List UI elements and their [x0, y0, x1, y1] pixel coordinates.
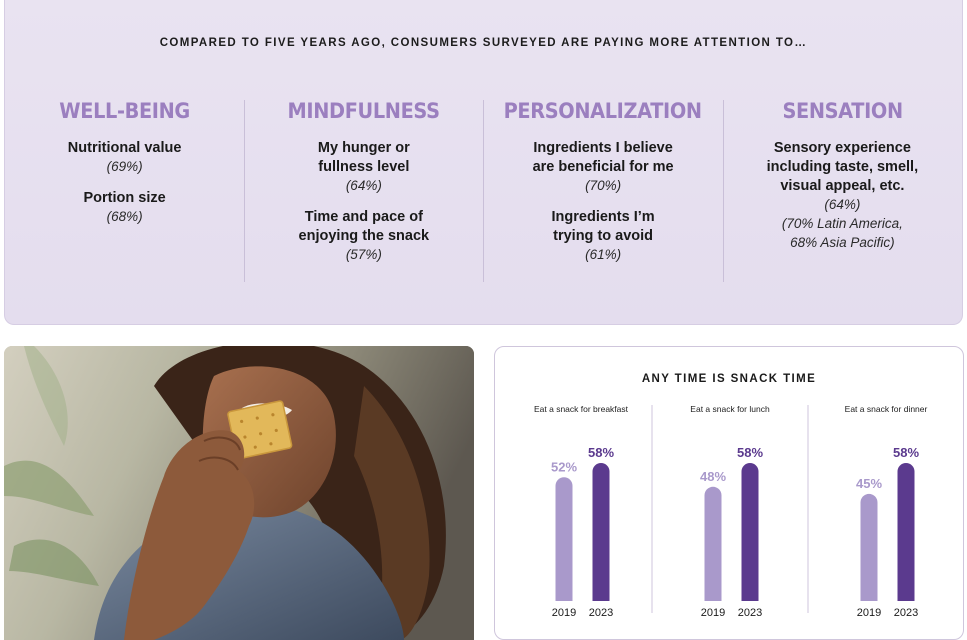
- theme-column-sensation: SENSATION Sensory experience including t…: [722, 96, 962, 286]
- item-note: (70% Latin America, 68% Asia Pacific): [781, 216, 903, 250]
- item-label: My hunger or fullness level: [317, 140, 410, 175]
- item-label: Sensory experience including taste, smel…: [766, 140, 919, 194]
- x-tick-label: 2023: [589, 607, 613, 619]
- snack-time-chart: ANY TIME IS SNACK TIME Eat a snack for b…: [494, 346, 964, 640]
- bar-value-label: 58%: [737, 445, 763, 460]
- bar-value-label: 52%: [551, 459, 577, 474]
- bar-2023: [741, 463, 759, 601]
- bar-2019: [555, 477, 573, 601]
- x-tick-label: 2023: [894, 607, 918, 619]
- bar-value-label: 45%: [856, 476, 882, 491]
- theme-title: PERSONALIZATION: [504, 99, 703, 123]
- panel-title-lunch: Eat a snack for lunch: [690, 404, 770, 414]
- bar-2019: [704, 486, 722, 601]
- chart-title: ANY TIME IS SNACK TIME: [641, 373, 817, 385]
- item-label: Ingredients I’m trying to avoid: [551, 209, 655, 244]
- item-label: Nutritional value: [67, 140, 182, 156]
- item-label: Ingredients I believe are beneficial for…: [532, 140, 674, 175]
- item-percentage: (70%): [585, 178, 622, 193]
- x-tick-label: 2019: [552, 607, 576, 619]
- item-percentage: (68%): [106, 209, 143, 224]
- bar-2019: [860, 493, 878, 601]
- bar-value-label: 58%: [893, 445, 919, 460]
- item-percentage: (61%): [585, 247, 622, 262]
- survey-panel: COMPARED TO FIVE YEARS AGO, CONSUMERS SU…: [4, 0, 963, 325]
- theme-title: SENSATION: [782, 99, 903, 123]
- theme-item: Ingredients I believe are beneficial for…: [495, 139, 710, 195]
- item-percentage: (69%): [106, 159, 143, 174]
- item-percentage: (57%): [345, 247, 382, 262]
- theme-column-mindfulness: MINDFULNESS My hunger or fullness level …: [244, 96, 483, 286]
- theme-column-well-being: WELL-BEING Nutritional value (69%) Porti…: [5, 96, 244, 286]
- item-percentage: (64%): [345, 178, 382, 193]
- theme-title: MINDFULNESS: [287, 99, 440, 123]
- item-label: Time and pace of enjoying the snack: [298, 209, 430, 244]
- item-percentage: (64%): [824, 197, 861, 212]
- photo-illustration: [4, 346, 474, 640]
- bar-2023: [897, 463, 915, 601]
- bar-value-label: 58%: [588, 445, 614, 460]
- x-tick-label: 2019: [857, 607, 881, 619]
- x-tick-label: 2019: [701, 607, 725, 619]
- theme-item: Time and pace of enjoying the snack (57%…: [256, 208, 471, 264]
- item-label: Portion size: [83, 190, 166, 206]
- theme-item: Nutritional value (69%): [17, 139, 232, 176]
- bar-2023: [592, 463, 610, 601]
- theme-title: WELL-BEING: [59, 99, 190, 123]
- bar-value-label: 48%: [700, 469, 726, 484]
- panel-title-dinner: Eat a snack for dinner: [844, 404, 928, 414]
- woman-eating-cracker-photo: [4, 346, 474, 640]
- x-tick-label: 2023: [738, 607, 762, 619]
- survey-headline: COMPARED TO FIVE YEARS AGO, CONSUMERS SU…: [159, 37, 808, 49]
- theme-item: My hunger or fullness level (64%): [256, 139, 471, 195]
- theme-column-personalization: PERSONALIZATION Ingredients I believe ar…: [483, 96, 722, 286]
- theme-item: Ingredients I’m trying to avoid (61%): [495, 208, 710, 264]
- theme-item: Sensory experience including taste, smel…: [735, 139, 950, 252]
- theme-item: Portion size (68%): [17, 189, 232, 226]
- chart-canvas: 52% 2019 58% 2023 48% 2019 58% 2023 45% 2019 58% 20…: [551, 405, 919, 619]
- panel-title-breakfast: Eat a snack for breakfast: [533, 404, 629, 414]
- theme-columns: WELL-BEING Nutritional value (69%) Porti…: [5, 96, 962, 286]
